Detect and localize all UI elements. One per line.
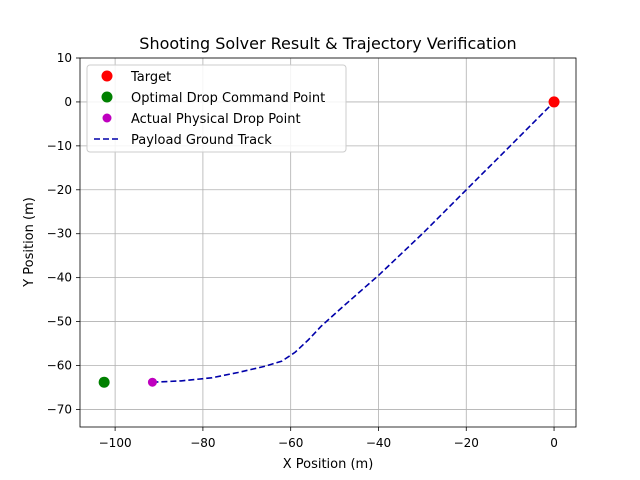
legend-label: Target: [130, 70, 171, 85]
y-tick-label: 10: [57, 51, 72, 65]
legend-label: Actual Physical Drop Point: [131, 112, 301, 127]
plot-frame: [79, 57, 577, 428]
tick-layer: −100 −80 −60 −40 −20 0 10 0 −10 −20 −30 −40 −50 −60 −7…: [47, 51, 558, 450]
x-tick-label: −40: [366, 436, 391, 450]
y-tick-label: −70: [47, 402, 72, 416]
x-tick-label: −60: [278, 436, 303, 450]
legend-label: Payload Ground Track: [131, 133, 272, 148]
x-tick-label: −20: [454, 436, 479, 450]
legend-marker: [101, 91, 113, 103]
x-tick-label: −80: [190, 436, 215, 450]
actual-physical-drop-point-marker: [147, 377, 157, 387]
y-tick-label: −30: [47, 227, 72, 241]
series-layer: [98, 96, 560, 388]
y-axis-label: Y Position (m): [22, 197, 37, 288]
y-tick-label: −50: [47, 315, 72, 329]
legend-marker: [101, 70, 113, 82]
y-tick-label: −10: [47, 139, 72, 153]
target-marker: [548, 96, 560, 108]
y-tick-label: −20: [47, 183, 72, 197]
optimal-drop-command-point-marker: [98, 376, 110, 388]
legend-label: Optimal Drop Command Point: [131, 91, 325, 106]
x-tick-label: 0: [550, 436, 558, 450]
y-tick-label: 0: [64, 95, 72, 109]
x-axis-label: X Position (m): [283, 457, 374, 472]
y-tick-label: −60: [47, 359, 72, 373]
legend-box: [86, 64, 347, 153]
legend: Target Optimal Drop Command Point Actual P…: [86, 64, 347, 153]
y-tick-label: −40: [47, 271, 72, 285]
payload-ground-track-line: [152, 101, 555, 383]
legend-marker: [102, 113, 112, 123]
chart-title: Shooting Solver Result & Trajectory Veri…: [139, 34, 516, 53]
x-tick-label: −100: [99, 436, 132, 450]
